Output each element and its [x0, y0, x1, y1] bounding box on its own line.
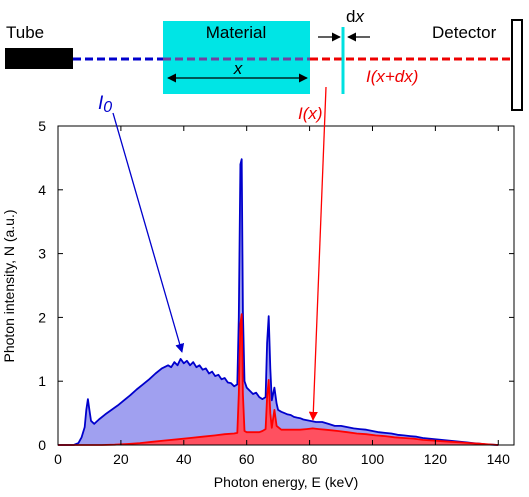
- detector-label: Detector: [432, 23, 497, 42]
- label-i0-sub: 0: [103, 99, 112, 116]
- detector-block: [511, 19, 523, 111]
- series-line-0: [58, 158, 499, 446]
- dx-label: dx: [346, 7, 364, 26]
- x-tick-label: 20: [113, 451, 129, 467]
- y-tick-label: 0: [38, 437, 46, 453]
- dx-label-x: x: [354, 7, 364, 26]
- x-axis-label: Photon energy, E (keV): [214, 474, 358, 490]
- y-axis-label: Photon intensity, N (a.u.): [1, 209, 17, 362]
- beam-schematic: Tube Material x dx Detector I(x+dx) I0 I…: [5, 7, 523, 123]
- axes: 0 20 40 60 80 100 120 140 0 1 2 3 4 5: [38, 118, 514, 467]
- y-tick-label: 2: [38, 309, 46, 325]
- thickness-label: x: [233, 59, 243, 78]
- tube-label: Tube: [6, 23, 44, 42]
- y-tick-label: 5: [38, 118, 46, 134]
- y-tick-label: 1: [38, 373, 46, 389]
- x-tick-label: 60: [239, 451, 255, 467]
- x-tick-label: 100: [361, 451, 385, 467]
- label-i0: I0: [98, 93, 112, 116]
- ix-callout-arrow: [308, 86, 327, 421]
- x-tick-label: 120: [424, 451, 448, 467]
- x-tick-label: 0: [54, 451, 62, 467]
- dx-label-d: d: [346, 7, 355, 26]
- x-tick-label: 80: [302, 451, 318, 467]
- series-line-1: [58, 313, 499, 446]
- x-tick-label: 140: [487, 451, 511, 467]
- series-lines: [58, 158, 499, 446]
- material-label: Material: [206, 23, 266, 42]
- x-tick-label: 40: [176, 451, 192, 467]
- series-area-0: [58, 159, 499, 445]
- tube-block: [5, 48, 73, 69]
- y-tick-label: 4: [38, 182, 46, 198]
- label-i0-main: I: [98, 93, 104, 114]
- i0-callout-arrow: [112, 112, 185, 353]
- y-tick-label: 3: [38, 246, 46, 262]
- plot-frame: [57, 125, 515, 446]
- label-i-x: I(x): [298, 104, 323, 123]
- series-fills: [58, 159, 499, 445]
- label-i-xdx: I(x+dx): [366, 67, 418, 86]
